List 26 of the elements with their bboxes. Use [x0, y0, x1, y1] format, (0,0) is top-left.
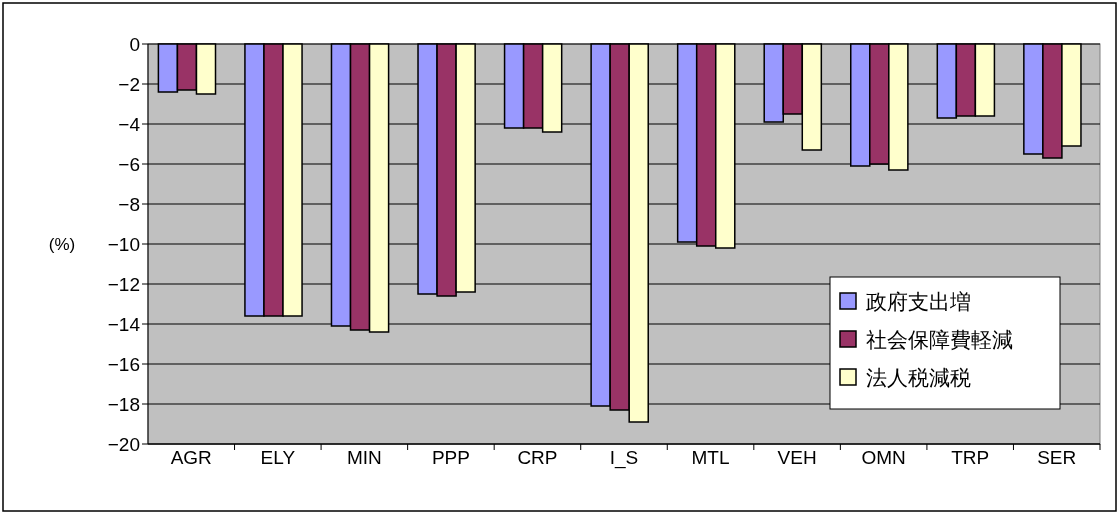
y-tick-label: 0 — [129, 33, 140, 55]
x-tick-label: AGR — [170, 447, 212, 468]
y-tick-label: −2 — [118, 73, 140, 95]
y-tick-label: −10 — [107, 233, 140, 255]
x-tick-label: PPP — [431, 447, 470, 468]
x-tick-label: MTL — [691, 447, 730, 468]
legend-label: 社会保障費軽減 — [866, 327, 1013, 351]
y-tick-label: −20 — [107, 433, 140, 455]
y-tick-label: −16 — [107, 353, 140, 375]
legend-label: 法人税減税 — [866, 365, 971, 389]
y-tick-label: −14 — [107, 313, 141, 335]
x-tick-label: TRP — [951, 447, 990, 468]
y-tick-label: −18 — [107, 393, 140, 415]
x-tick-label: CRP — [517, 447, 558, 468]
x-tick-label: MIN — [346, 447, 382, 468]
legend-label: 政府支出増 — [866, 289, 971, 313]
y-tick-label: −12 — [107, 273, 140, 295]
x-tick-label: I_S — [609, 447, 639, 469]
y-axis-title: (%) — [48, 234, 76, 254]
y-tick-label: −8 — [118, 193, 140, 215]
x-tick-label: ELY — [260, 447, 296, 468]
x-tick-label: SER — [1037, 447, 1077, 468]
y-tick-label: −6 — [118, 153, 140, 175]
x-tick-label: OMN — [861, 447, 906, 468]
x-tick-label: VEH — [777, 447, 817, 468]
y-tick-label: −4 — [118, 113, 141, 135]
